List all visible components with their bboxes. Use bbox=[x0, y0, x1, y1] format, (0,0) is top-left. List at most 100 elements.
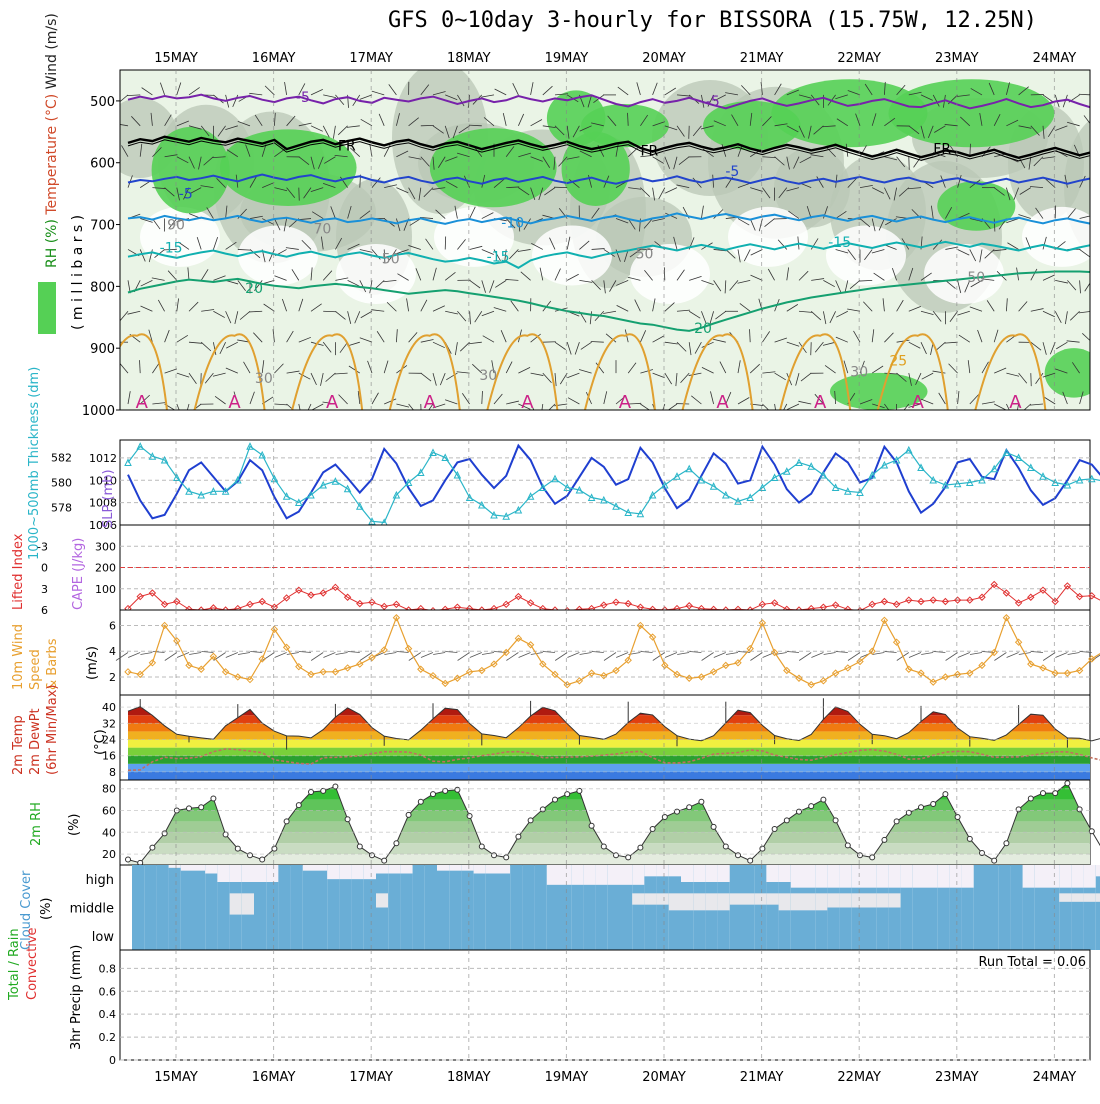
rh-point bbox=[418, 799, 423, 804]
cloud-cover-bar bbox=[535, 865, 547, 950]
precip-tick-label: 0.4 bbox=[99, 1008, 117, 1021]
contour-label: -15 bbox=[487, 250, 510, 266]
middle-cloud-gap bbox=[827, 893, 839, 907]
wind-barb bbox=[1092, 280, 1100, 284]
rh-point bbox=[309, 789, 314, 794]
rh-point bbox=[723, 844, 728, 849]
middle-cloud-gap bbox=[1059, 893, 1071, 902]
date-label-bottom: 24MAY bbox=[1033, 1070, 1077, 1085]
high-cloud-gap bbox=[705, 865, 717, 882]
middle-cloud-gap bbox=[693, 893, 705, 910]
rh-point bbox=[821, 797, 826, 802]
rh-point bbox=[833, 818, 838, 823]
rh-point bbox=[150, 845, 155, 850]
high-cloud-gap bbox=[181, 865, 193, 871]
high-cloud-gap bbox=[205, 865, 217, 874]
rh-point bbox=[797, 809, 802, 814]
high-cloud-gap bbox=[303, 865, 315, 871]
middle-cloud-gap bbox=[632, 893, 644, 904]
rh-point bbox=[858, 853, 863, 858]
rh-point bbox=[882, 837, 887, 842]
middle-cloud-gap bbox=[1084, 893, 1096, 902]
lifted-index-axis-label: Lifted Index bbox=[11, 533, 26, 610]
high-cloud-gap bbox=[949, 865, 961, 888]
date-label-top: 15MAY bbox=[154, 51, 198, 66]
high-cloud-gap bbox=[559, 865, 571, 885]
middle-cloud-gap bbox=[669, 893, 681, 910]
rh-point bbox=[540, 807, 545, 812]
cloud-cover-bar bbox=[644, 865, 656, 950]
thickness-axis-label: 1000~500mb Thickness (dm) bbox=[27, 367, 42, 560]
cloud-cover-bar bbox=[205, 865, 217, 950]
rh-point bbox=[931, 801, 936, 806]
rh-point bbox=[1065, 781, 1070, 786]
high-cloud-gap bbox=[888, 865, 900, 888]
thickness-tick-label: 580 bbox=[51, 477, 72, 490]
contour-label: -10 bbox=[501, 216, 524, 232]
high-cloud-gap bbox=[474, 865, 486, 874]
cloud-cover-bar bbox=[315, 865, 327, 950]
date-label-top: 20MAY bbox=[642, 51, 686, 66]
temperature-band bbox=[120, 756, 1090, 764]
high-cloud-gap bbox=[815, 865, 827, 888]
cloud-cover-bar bbox=[498, 865, 510, 950]
cape-axis-label: CAPE (J/kg) bbox=[71, 538, 86, 610]
high-cloud-gap bbox=[644, 865, 656, 876]
date-label-top: 24MAY bbox=[1033, 51, 1077, 66]
date-label-bottom: 16MAY bbox=[252, 1070, 296, 1085]
contour-label: 50 bbox=[967, 270, 985, 286]
panel8-frame bbox=[120, 950, 1090, 1060]
rh-point bbox=[455, 787, 460, 792]
temperature-band bbox=[120, 764, 1090, 772]
cloud-cover-bar bbox=[388, 865, 400, 950]
high-cloud-gap bbox=[230, 865, 242, 882]
middle-cloud-gap bbox=[681, 893, 693, 910]
cloud-cover-bar bbox=[169, 865, 181, 950]
rh-tick-label: 60 bbox=[102, 805, 116, 818]
middle-cloud-gap bbox=[840, 893, 852, 907]
rh-point bbox=[687, 805, 692, 810]
high-cloud-gap bbox=[827, 865, 839, 888]
high-cloud-gap bbox=[608, 865, 620, 885]
date-label-bottom: 22MAY bbox=[837, 1070, 881, 1085]
panel1-ylabel: RH (%) Temperature (°C) Wind (m/s) bbox=[44, 13, 60, 268]
middle-cloud-gap bbox=[864, 893, 876, 907]
temperature-band bbox=[120, 740, 1090, 748]
cloud-cover-bar bbox=[449, 865, 461, 950]
date-label-top: 19MAY bbox=[545, 51, 589, 66]
high-cloud-gap bbox=[1047, 865, 1059, 888]
rh-point bbox=[699, 799, 704, 804]
date-label-top: 17MAY bbox=[349, 51, 393, 66]
rh-tick-label: 80 bbox=[102, 783, 116, 796]
high-cloud-gap bbox=[962, 865, 974, 888]
middle-cloud-gap bbox=[766, 893, 778, 904]
pressure-tick-label: 1000 bbox=[82, 404, 115, 419]
rh-axis-label: 2m RH bbox=[29, 802, 44, 846]
pressure-tick-label: 500 bbox=[90, 95, 115, 110]
rh-point bbox=[650, 827, 655, 832]
high-cloud-gap bbox=[449, 865, 461, 871]
rh-point bbox=[772, 827, 777, 832]
high-cloud-gap bbox=[779, 865, 791, 882]
cloud-cover-bar bbox=[1096, 865, 1100, 950]
rh-green-area bbox=[430, 128, 557, 207]
cloud-level-label: high bbox=[86, 873, 114, 888]
date-label-bottom: 23MAY bbox=[935, 1070, 979, 1085]
date-label-bottom: 15MAY bbox=[154, 1070, 198, 1085]
contour-label: -5 bbox=[706, 94, 720, 110]
middle-cloud-gap bbox=[242, 893, 254, 914]
high-cloud-gap bbox=[364, 865, 376, 879]
lifted-index-tick-label: -3 bbox=[37, 540, 48, 553]
high-cloud-gap bbox=[1084, 865, 1096, 888]
rh-point bbox=[894, 819, 899, 824]
date-label-bottom: 19MAY bbox=[545, 1070, 589, 1085]
high-cloud-gap bbox=[1035, 865, 1047, 888]
high-cloud-gap bbox=[1071, 865, 1083, 888]
high-cloud-gap bbox=[498, 865, 510, 874]
high-cloud-gap bbox=[376, 865, 388, 874]
date-label-top: 16MAY bbox=[252, 51, 296, 66]
rh-point bbox=[382, 858, 387, 863]
contour-label: 20 bbox=[245, 281, 263, 297]
cloud-cover-bar bbox=[303, 865, 315, 950]
